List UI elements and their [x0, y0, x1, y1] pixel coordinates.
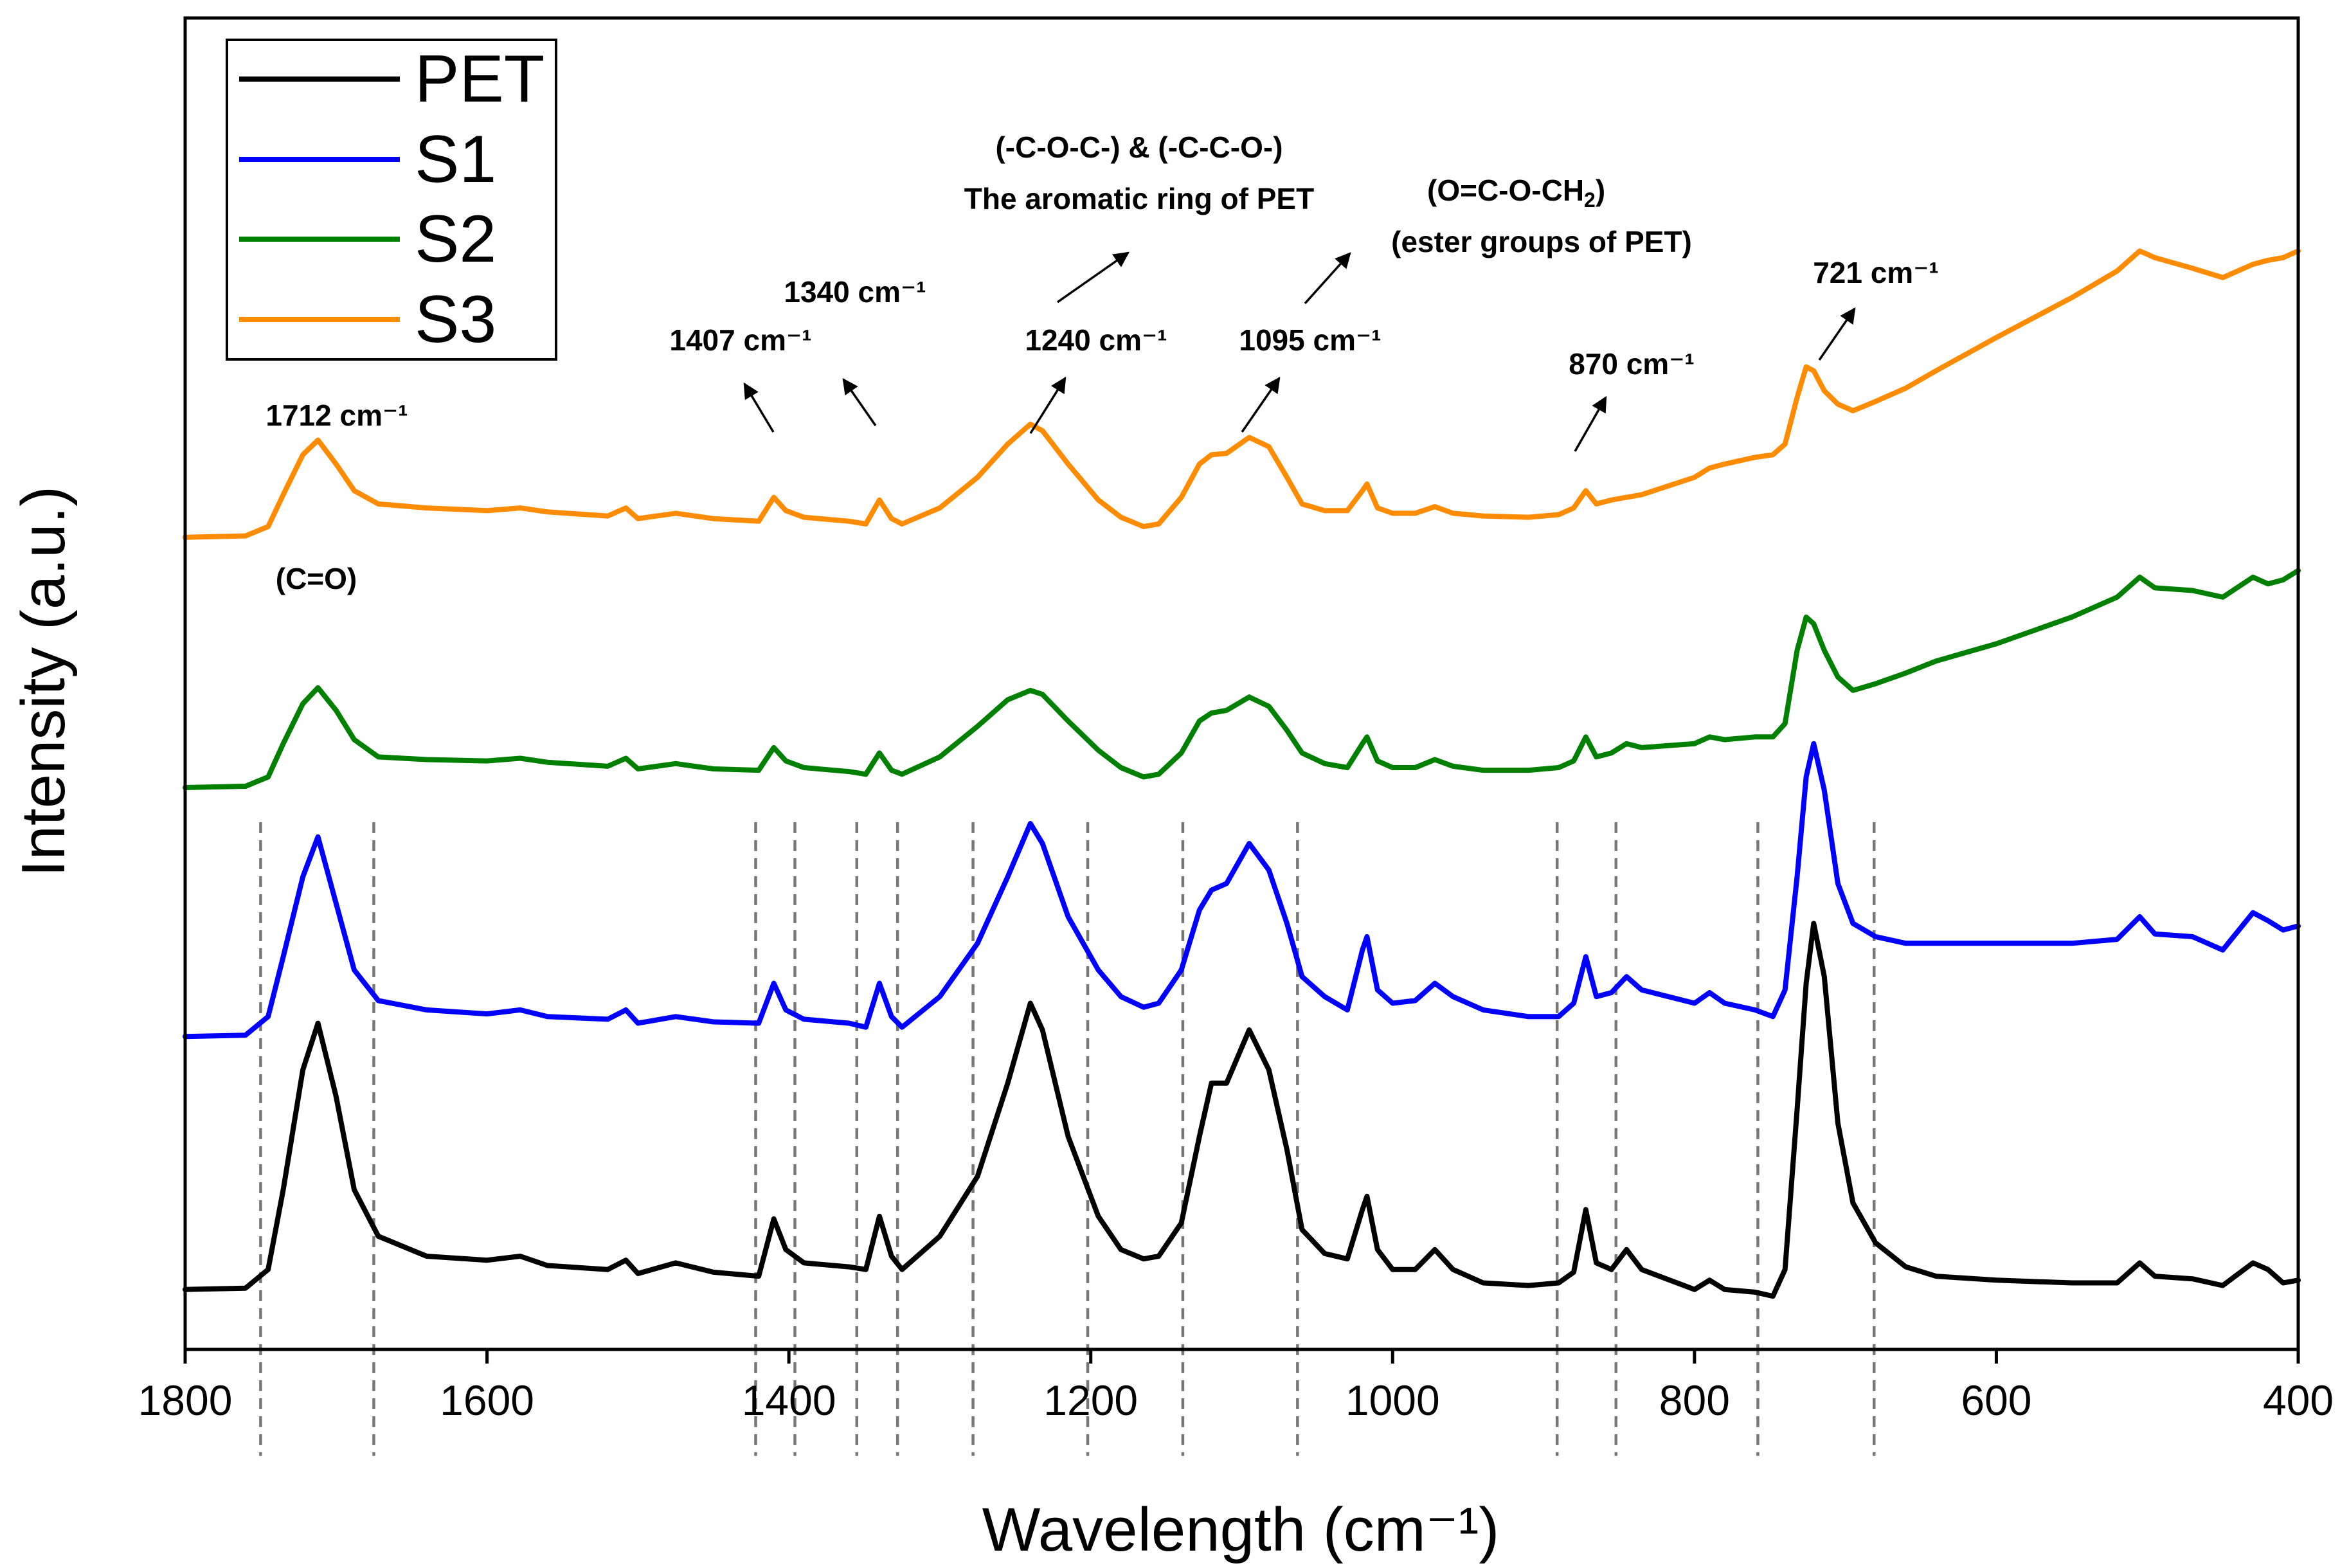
- annotation-721: 721 cm⁻¹: [1813, 256, 1939, 289]
- x-tick-label-1600: 1600: [440, 1376, 534, 1424]
- annotation-1340: 1340 cm⁻¹: [784, 275, 926, 309]
- annotation-1095-bond-line1: (O=C-O-CH2): [1427, 174, 1605, 212]
- trace-s2: [183, 568, 2301, 790]
- annotation-1240-bond-line1: (-C-O-C-) & (-C-C-O-): [995, 131, 1282, 164]
- legend-label-s1: S1: [415, 122, 496, 197]
- x-tick-label-1800: 1800: [138, 1376, 233, 1424]
- annotations: 1712 cm⁻¹ (C=O) 1407 cm⁻¹ 1340 cm⁻¹ (-C-…: [266, 131, 1938, 595]
- legend-label-s3: S3: [415, 282, 496, 357]
- arrow-1095: [1241, 376, 1281, 433]
- x-tick-label-1000: 1000: [1346, 1376, 1440, 1424]
- arrow-1340: [842, 377, 877, 426]
- x-axis-title: Wavelength (cm⁻¹): [982, 1495, 1500, 1564]
- arrow-1240-bond: [1056, 251, 1130, 303]
- annotation-870: 870 cm⁻¹: [1569, 347, 1695, 381]
- trace-s1: [183, 741, 2301, 1040]
- x-axis-ticks: 1800 1600 1400 1200 1000 800 600 400: [138, 1349, 2334, 1424]
- arrow-870: [1574, 395, 1607, 452]
- x-tick-label-400: 400: [2263, 1376, 2334, 1424]
- legend-box: [226, 39, 557, 361]
- annotation-1095-bond-line1-b: ): [1596, 174, 1605, 207]
- annotation-1095-bond-line1-sub: 2: [1584, 188, 1596, 212]
- annotation-1095-bond-line2: (ester groups of PET): [1391, 225, 1692, 258]
- annotation-1407: 1407 cm⁻¹: [669, 323, 811, 357]
- y-axis-title: Intensity (a.u.): [9, 486, 78, 877]
- annotation-1712: 1712 cm⁻¹: [266, 399, 408, 432]
- x-tick-label-1200: 1200: [1043, 1376, 1138, 1424]
- plot-frame: [183, 16, 2300, 1351]
- arrow-1407: [743, 382, 775, 433]
- legend-label-s2: S2: [415, 202, 496, 276]
- x-tick-label-800: 800: [1659, 1376, 1730, 1424]
- legend: PET S1 S2 S3: [226, 39, 557, 361]
- arrow-1095-bond: [1304, 252, 1351, 305]
- trace-pet: [183, 921, 2301, 1299]
- annotation-co: (C=O): [276, 562, 357, 595]
- annotation-1095-bond-line1-a: (O=C-O-CH: [1427, 174, 1584, 207]
- x-tick-label-1400: 1400: [742, 1376, 836, 1424]
- arrow-721: [1818, 307, 1856, 361]
- trace-s3: [183, 248, 2301, 540]
- annotation-1095: 1095 cm⁻¹: [1239, 323, 1381, 357]
- annotation-1240: 1240 cm⁻¹: [1025, 323, 1167, 357]
- spectra-traces: [183, 248, 2301, 1299]
- legend-label-pet: PET: [415, 42, 544, 116]
- x-tick-label-600: 600: [1961, 1376, 2031, 1424]
- annotation-1240-bond-line2: The aromatic ring of PET: [964, 182, 1314, 215]
- arrow-1240: [1029, 376, 1066, 434]
